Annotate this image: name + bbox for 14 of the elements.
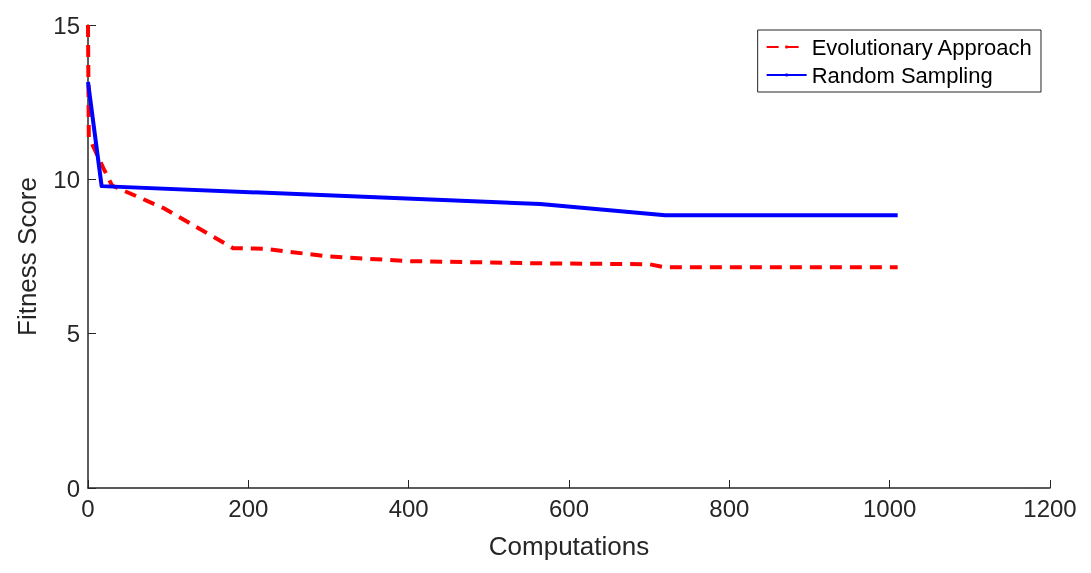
y-tick-label: 0	[66, 474, 80, 502]
x-tick-label: 400	[388, 494, 429, 522]
x-tick-label: 800	[709, 494, 750, 522]
x-tick-label: 1200	[1023, 494, 1077, 522]
legend-label: Random Sampling	[811, 62, 993, 88]
x-axis-title: Computations	[488, 531, 650, 561]
x-tick-label: 600	[548, 494, 590, 522]
legend-label: Evolutionary Approach	[811, 34, 1032, 60]
y-tick-label: 10	[53, 165, 80, 193]
y-tick-label: 5	[66, 320, 80, 348]
x-tick-label: 200	[228, 494, 269, 522]
x-tick-label: 1000	[862, 494, 917, 522]
y-tick-label: 15	[53, 11, 80, 39]
y-axis-title: Fitness Score	[12, 177, 42, 336]
